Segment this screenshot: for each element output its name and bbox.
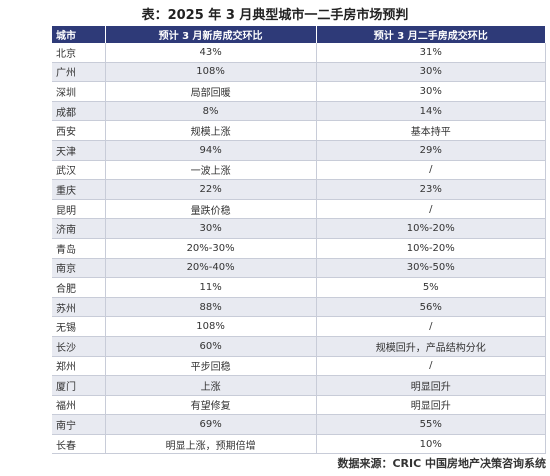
value-cell: 56%	[316, 297, 546, 318]
value-cell: 明显回升	[316, 375, 546, 396]
value-cell: 10%	[316, 434, 546, 455]
value-cell: 明显回升	[316, 395, 546, 416]
value-cell: 明显上涨，预期倍增	[105, 434, 317, 455]
header-cell: 城市	[52, 26, 106, 43]
table-row: 南京 20%-40% 30%-50%	[52, 258, 546, 279]
value-cell: 14%	[316, 101, 546, 122]
city-cell: 长春	[52, 434, 106, 455]
city-cell: 成都	[52, 101, 106, 122]
table-row: 深圳 局部回暖 30%	[52, 81, 546, 102]
forecast-table: 城市 预计 3 月新房成交环比 预计 3 月二手房成交环比 北京 43% 31% 广州 10…	[52, 26, 546, 455]
header-row: 城市 预计 3 月新房成交环比 预计 3 月二手房成交环比	[52, 26, 546, 43]
value-cell: /	[316, 356, 546, 377]
value-cell: 20%-30%	[105, 238, 317, 259]
value-cell: 60%	[105, 336, 317, 357]
table-row: 北京 43% 31%	[52, 43, 546, 63]
value-cell: 平步回稳	[105, 356, 317, 377]
value-cell: 23%	[316, 179, 546, 200]
city-cell: 重庆	[52, 179, 106, 200]
table-row: 西安 规模上涨 基本持平	[52, 120, 546, 141]
source-note: 数据来源：CRIC 中国房地产决策咨询系统	[337, 457, 546, 470]
value-cell: 上涨	[105, 375, 317, 396]
table-row: 厦门 上涨 明显回升	[52, 375, 546, 396]
value-cell: 5%	[316, 277, 546, 298]
value-cell: 108%	[105, 316, 317, 337]
table-row: 长春 明显上涨，预期倍增 10%	[52, 434, 546, 455]
value-cell: 30%	[316, 81, 546, 102]
table-row: 合肥 11% 5%	[52, 277, 546, 298]
city-cell: 无锡	[52, 316, 106, 337]
table-row: 福州 有望修复 明显回升	[52, 395, 546, 416]
city-cell: 深圳	[52, 81, 106, 102]
value-cell: 31%	[316, 43, 546, 63]
table-body: 北京 43% 31% 广州 108% 30% 深圳 局部回暖 30% 成都 8% 14% 西安 规模上涨基…	[52, 43, 546, 455]
city-cell: 西安	[52, 120, 106, 141]
table-row: 苏州 88% 56%	[52, 297, 546, 318]
value-cell: /	[316, 316, 546, 337]
value-cell: 30%	[105, 218, 317, 239]
city-cell: 郑州	[52, 356, 106, 377]
table-row: 武汉 一波上涨 /	[52, 160, 546, 181]
value-cell: 量跌价稳	[105, 199, 317, 220]
table-row: 昆明 量跌价稳 /	[52, 199, 546, 220]
city-cell: 长沙	[52, 336, 106, 357]
value-cell: 基本持平	[316, 120, 546, 141]
city-cell: 合肥	[52, 277, 106, 298]
value-cell: 10%-20%	[316, 218, 546, 239]
table-row: 青岛 20%-30% 10%-20%	[52, 238, 546, 259]
city-cell: 南京	[52, 258, 106, 279]
city-cell: 天津	[52, 140, 106, 161]
table-row: 南宁 69% 55%	[52, 414, 546, 435]
city-cell: 福州	[52, 395, 106, 416]
value-cell: 规模回升，产品结构分化	[316, 336, 546, 357]
city-cell: 北京	[52, 43, 106, 63]
table-row: 长沙 60% 规模回升，产品结构分化	[52, 336, 546, 357]
value-cell: 88%	[105, 297, 317, 318]
value-cell: 一波上涨	[105, 160, 317, 181]
city-cell: 苏州	[52, 297, 106, 318]
value-cell: 43%	[105, 43, 317, 63]
value-cell: /	[316, 199, 546, 220]
value-cell: 10%-20%	[316, 238, 546, 259]
table-row: 无锡 108% /	[52, 316, 546, 337]
value-cell: /	[316, 160, 546, 181]
table-row: 济南 30% 10%-20%	[52, 218, 546, 239]
value-cell: 规模上涨	[105, 120, 317, 141]
city-cell: 济南	[52, 218, 106, 239]
header-cell: 预计 3 月新房成交环比	[105, 26, 317, 43]
value-cell: 11%	[105, 277, 317, 298]
value-cell: 20%-40%	[105, 258, 317, 279]
header-cell: 预计 3 月二手房成交环比	[316, 26, 546, 43]
value-cell: 局部回暖	[105, 81, 317, 102]
value-cell: 有望修复	[105, 395, 317, 416]
value-cell: 69%	[105, 414, 317, 435]
table-row: 重庆 22% 23%	[52, 179, 546, 200]
city-cell: 武汉	[52, 160, 106, 181]
value-cell: 29%	[316, 140, 546, 161]
table-title: 表：2025 年 3 月典型城市一二手房市场预判	[141, 8, 409, 23]
table-row: 郑州 平步回稳 /	[52, 356, 546, 377]
table-row: 广州 108% 30%	[52, 62, 546, 83]
city-cell: 青岛	[52, 238, 106, 259]
city-cell: 广州	[52, 62, 106, 83]
table-row: 天津 94% 29%	[52, 140, 546, 161]
city-cell: 厦门	[52, 375, 106, 396]
value-cell: 8%	[105, 101, 317, 122]
value-cell: 30%	[316, 62, 546, 83]
value-cell: 30%-50%	[316, 258, 546, 279]
value-cell: 108%	[105, 62, 317, 83]
city-cell: 昆明	[52, 199, 106, 220]
value-cell: 22%	[105, 179, 317, 200]
value-cell: 55%	[316, 414, 546, 435]
table-row: 成都 8% 14%	[52, 101, 546, 122]
city-cell: 南宁	[52, 414, 106, 435]
value-cell: 94%	[105, 140, 317, 161]
